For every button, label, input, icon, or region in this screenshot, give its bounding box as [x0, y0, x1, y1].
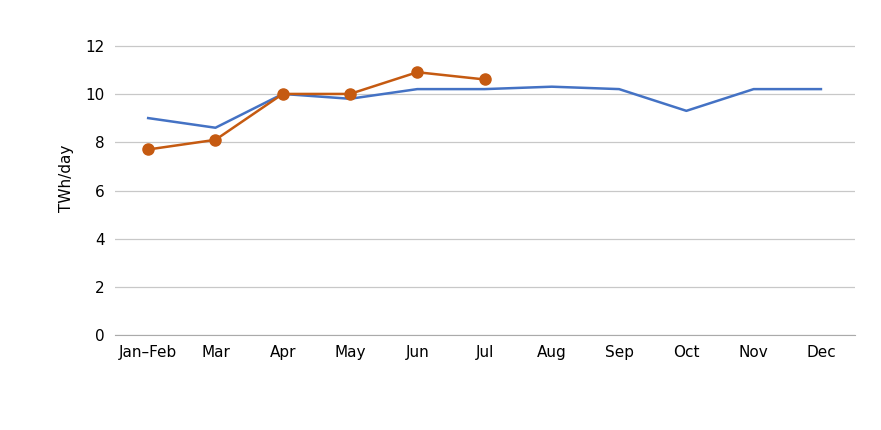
Y-axis label: TWh/day: TWh/day	[59, 145, 75, 212]
